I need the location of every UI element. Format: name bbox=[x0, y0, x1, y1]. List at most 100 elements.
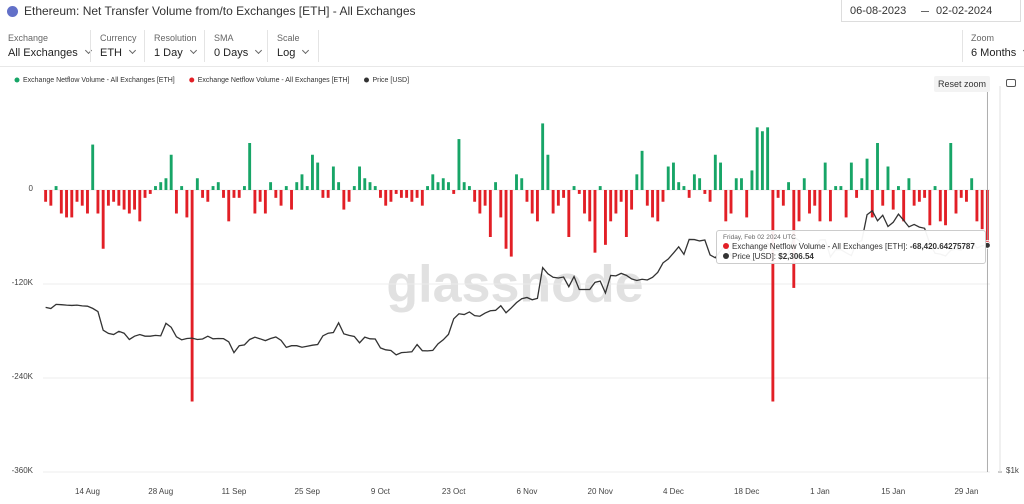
bar bbox=[59, 190, 63, 214]
bar bbox=[891, 190, 895, 210]
control-label: Currency bbox=[100, 33, 137, 43]
y-tick-label: -360K bbox=[12, 466, 34, 475]
bar bbox=[881, 190, 885, 206]
control-text: 1 Day bbox=[154, 47, 183, 59]
bar bbox=[373, 186, 377, 190]
control-text: 0 Days bbox=[214, 47, 249, 59]
bar bbox=[174, 190, 178, 214]
bar bbox=[661, 190, 665, 202]
bar bbox=[185, 190, 189, 218]
control[interactable]: Currency ETH bbox=[100, 33, 137, 63]
x-tick-label: 18 Dec bbox=[734, 487, 759, 496]
bar bbox=[509, 190, 513, 257]
x-tick-label: 1 Jan bbox=[810, 487, 830, 496]
bar bbox=[724, 190, 728, 222]
y-tick-label: 0 bbox=[29, 184, 34, 193]
bar bbox=[745, 190, 749, 218]
bar bbox=[483, 190, 487, 206]
date-range[interactable] bbox=[841, 0, 1021, 22]
bar bbox=[211, 186, 215, 190]
bar bbox=[928, 190, 932, 226]
bar bbox=[368, 182, 372, 190]
bar bbox=[645, 190, 649, 206]
bar bbox=[630, 190, 634, 210]
bar bbox=[734, 178, 738, 190]
date-to[interactable]: 02-02-2024 bbox=[936, 5, 993, 17]
reset-zoom-button[interactable]: Reset zoom bbox=[934, 76, 990, 92]
bar bbox=[876, 143, 879, 190]
bar bbox=[441, 178, 445, 190]
bar bbox=[520, 178, 524, 190]
bar bbox=[232, 190, 236, 198]
bar bbox=[431, 174, 435, 190]
control[interactable]: Zoom 6 Months bbox=[971, 33, 1024, 63]
bar bbox=[195, 178, 199, 190]
legend-dot bbox=[189, 77, 195, 83]
bar bbox=[729, 190, 733, 214]
bar bbox=[462, 182, 466, 190]
date-from[interactable]: 06-08-2023 bbox=[850, 5, 907, 17]
separator bbox=[267, 30, 268, 62]
control-text: Log bbox=[277, 47, 296, 59]
bar bbox=[572, 186, 576, 190]
bar bbox=[91, 144, 95, 190]
date-separator bbox=[921, 11, 929, 12]
bar bbox=[619, 190, 623, 202]
bar bbox=[515, 174, 518, 190]
bar bbox=[640, 150, 644, 190]
bar bbox=[980, 190, 984, 230]
control[interactable]: Exchange All Exchanges bbox=[8, 33, 92, 63]
bar bbox=[127, 190, 131, 214]
tooltip-label: Exchange Netflow Volume - All Exchanges … bbox=[732, 242, 908, 251]
bar bbox=[541, 123, 545, 190]
bar bbox=[970, 178, 974, 190]
bar bbox=[917, 190, 921, 202]
y2-tick-label: $1k bbox=[1006, 466, 1020, 475]
bar bbox=[467, 186, 471, 190]
bar bbox=[902, 190, 906, 222]
control-text: All Exchanges bbox=[8, 47, 78, 59]
bar bbox=[844, 190, 848, 218]
legend-dot bbox=[14, 77, 20, 83]
tooltip-value: $2,306.54 bbox=[778, 252, 814, 261]
tooltip: Friday, Feb 02 2024 UTC Exchange Netflow… bbox=[716, 230, 986, 264]
bar bbox=[164, 178, 168, 190]
bar bbox=[598, 186, 602, 190]
control[interactable]: Scale Log bbox=[277, 33, 310, 63]
bar bbox=[593, 190, 597, 253]
control[interactable]: SMA 0 Days bbox=[214, 33, 263, 63]
bar bbox=[865, 158, 869, 190]
bar bbox=[379, 190, 382, 198]
bar bbox=[535, 190, 539, 222]
bar bbox=[656, 190, 660, 222]
camera-icon[interactable] bbox=[1006, 79, 1016, 87]
control-value[interactable]: 1 Day bbox=[154, 46, 197, 59]
bar bbox=[525, 190, 529, 202]
bar bbox=[258, 190, 262, 202]
bar bbox=[860, 178, 864, 190]
bar bbox=[588, 190, 592, 222]
bar bbox=[823, 162, 827, 190]
control-value[interactable]: 0 Days bbox=[214, 46, 263, 59]
bar bbox=[86, 190, 89, 214]
bar bbox=[750, 170, 754, 190]
bar bbox=[358, 166, 361, 190]
bar bbox=[546, 154, 550, 190]
bar bbox=[405, 190, 409, 198]
bar bbox=[169, 154, 173, 190]
bar bbox=[222, 190, 225, 198]
control-value[interactable]: ETH bbox=[100, 46, 137, 59]
chart-title: Ethereum: Net Transfer Volume from/to Ex… bbox=[24, 4, 416, 18]
control-value[interactable]: 6 Months bbox=[971, 46, 1024, 59]
tooltip-row: Exchange Netflow Volume - All Exchanges … bbox=[723, 242, 979, 251]
control[interactable]: Resolution 1 Day bbox=[154, 33, 197, 63]
bar bbox=[530, 190, 534, 214]
bar bbox=[755, 127, 759, 190]
control-value[interactable]: Log bbox=[277, 46, 310, 59]
control-value[interactable]: All Exchanges bbox=[8, 46, 92, 59]
control-text: 6 Months bbox=[971, 47, 1017, 59]
bar bbox=[478, 190, 482, 214]
tooltip-dot bbox=[723, 243, 729, 249]
